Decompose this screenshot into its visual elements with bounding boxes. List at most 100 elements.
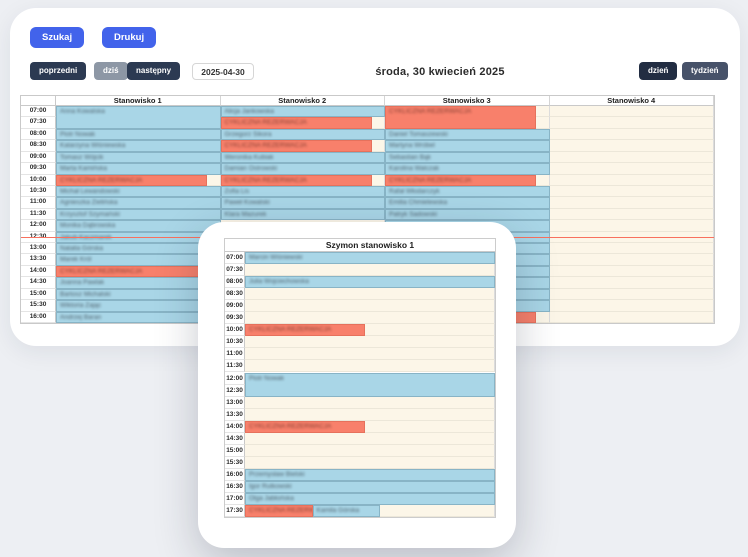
time-slot[interactable] [549, 231, 714, 244]
booking-event[interactable]: Marek Król [56, 254, 221, 266]
booking-event[interactable]: Paweł Kowalski [220, 197, 385, 209]
time-label: 13:00 [225, 396, 245, 409]
booking-event[interactable]: Joanna Pawlak [56, 277, 221, 289]
booking-event[interactable]: Emilia Chmielewska [385, 197, 550, 209]
time-label: 08:30 [225, 288, 245, 301]
time-label: 08:00 [225, 276, 245, 289]
booking-event[interactable]: Andrzej Baran [56, 311, 221, 323]
booking-event[interactable]: Patryk Sadowski [385, 208, 550, 221]
booking-event[interactable]: Rafał Włodarczyk [385, 185, 550, 198]
time-slot[interactable] [245, 300, 495, 313]
booking-event[interactable]: Klara Mazurek [220, 208, 385, 221]
time-slot[interactable] [549, 106, 714, 118]
time-slot[interactable] [549, 140, 714, 152]
week-view-button[interactable]: tydzień [682, 62, 728, 80]
time-label: 13:30 [21, 254, 56, 266]
search-button[interactable]: Szukaj [30, 27, 85, 48]
time-slot[interactable] [245, 444, 495, 457]
booking-event[interactable]: Przemysław Bielski [245, 468, 495, 481]
booking-event[interactable]: Katarzyna Wiśniewska [56, 140, 221, 152]
grid-corner-cell [225, 239, 245, 252]
time-slot[interactable] [549, 208, 714, 221]
booking-event[interactable]: Kamila Górska [312, 505, 380, 518]
recurring-reservation-event[interactable]: CYKLICZNA REZERWACJA [385, 106, 537, 129]
event-label: Igor Rutkowski [249, 482, 292, 490]
booking-event[interactable]: Anna Kowalska [56, 106, 221, 129]
booking-event[interactable]: Olga Jabłońska [245, 493, 495, 506]
column-header: Stanowisko 2 [220, 96, 385, 106]
time-slot[interactable] [549, 117, 714, 129]
time-slot[interactable] [245, 432, 495, 445]
time-slot[interactable] [549, 185, 714, 198]
previous-day-button[interactable]: poprzedni [30, 62, 87, 80]
time-label: 10:30 [225, 336, 245, 349]
booking-event[interactable]: Zofia Lis [220, 185, 385, 198]
day-view-button[interactable]: dzień [639, 62, 678, 80]
time-slot[interactable] [245, 336, 495, 349]
time-slot[interactable] [549, 197, 714, 209]
booking-event[interactable]: Martyna Wróbel [385, 140, 550, 152]
recurring-reservation-event[interactable]: CYKLICZNA REZERWACJA [56, 174, 208, 186]
booking-event[interactable]: Piotr Nowak [56, 128, 221, 141]
booking-event[interactable]: Marta Kamińska [56, 163, 221, 175]
time-slot[interactable] [245, 456, 495, 469]
recurring-reservation-event[interactable]: CYKLICZNA REZERWACJA [220, 117, 372, 129]
booking-event[interactable]: Weronika Kubiak [220, 151, 385, 164]
time-label: 11:30 [21, 208, 56, 221]
time-slot[interactable] [245, 360, 495, 373]
time-slot[interactable] [549, 243, 714, 255]
time-label: 08:30 [21, 140, 56, 152]
time-slot[interactable] [549, 151, 714, 164]
booking-event[interactable]: Julia Wojciechowska [245, 276, 495, 289]
booking-event[interactable]: Piotr Nowak [245, 372, 495, 397]
booking-event[interactable]: Wiktoria Zając [56, 300, 221, 312]
event-label: Sebastian Bąk [389, 153, 431, 161]
time-slot[interactable] [549, 220, 714, 232]
booking-event[interactable]: Bartosz Michalski [56, 288, 221, 301]
time-slot[interactable] [245, 312, 495, 325]
booking-event[interactable]: Karolina Walczak [385, 163, 550, 175]
recurring-reservation-event[interactable]: CYKLICZNA REZERWACJA [220, 140, 372, 152]
recurring-reservation-event[interactable]: CYKLICZNA REZERWACJA [245, 324, 365, 337]
booking-event[interactable]: Damian Ostrowski [220, 163, 385, 175]
date-input[interactable] [192, 63, 254, 80]
next-day-button[interactable]: następny [127, 62, 181, 80]
booking-event[interactable]: Agnieszka Zielińska [56, 197, 221, 209]
recurring-reservation-event[interactable]: CYKLICZNA REZERWACJA [56, 265, 208, 278]
time-slot[interactable] [549, 277, 714, 289]
time-slot[interactable] [245, 408, 495, 421]
booking-event[interactable]: Sebastian Bąk [385, 151, 550, 164]
time-slot[interactable] [245, 396, 495, 409]
recurring-reservation-event[interactable]: CYKLICZNA REZERWACJA [385, 174, 537, 186]
event-label: Karolina Walczak [389, 165, 439, 173]
time-slot[interactable] [245, 264, 495, 277]
booking-event[interactable]: Tomasz Wójcik [56, 151, 221, 164]
print-button[interactable]: Drukuj [102, 27, 157, 48]
booking-event[interactable]: Michał Lewandowski [56, 185, 221, 198]
booking-event[interactable]: Natalia Górska [56, 243, 221, 255]
event-label: Emilia Chmielewska [389, 199, 448, 207]
time-slot[interactable] [549, 265, 714, 278]
time-slot[interactable] [245, 288, 495, 301]
booking-event[interactable]: Grzegorz Sikora [220, 128, 385, 141]
time-slot[interactable] [549, 254, 714, 266]
time-label: 13:30 [225, 408, 245, 421]
time-slot[interactable] [549, 311, 714, 323]
time-slot[interactable] [549, 128, 714, 141]
booking-event[interactable]: Marcin Wiśniewski [245, 252, 495, 265]
time-slot[interactable] [549, 300, 714, 312]
time-slot[interactable] [549, 174, 714, 186]
time-label: 17:30 [225, 505, 245, 518]
booking-event[interactable]: Krzysztof Szymański [56, 208, 221, 221]
booking-event[interactable]: Daniel Tomaszewski [385, 128, 550, 141]
recurring-reservation-event[interactable]: CYKLICZNA REZERWACJA [220, 174, 372, 186]
recurring-reservation-event[interactable]: CYKLICZNA REZERWACJA [245, 505, 313, 518]
recurring-reservation-event[interactable]: CYKLICZNA REZERWACJA [245, 420, 365, 433]
booking-event[interactable]: Igor Rutkowski [245, 480, 495, 493]
time-slot[interactable] [549, 288, 714, 301]
booking-event[interactable]: Monika Dąbrowska [56, 220, 221, 232]
booking-event[interactable]: Alicja Jankowska [220, 106, 385, 118]
today-button[interactable]: dziś [94, 62, 128, 80]
time-slot[interactable] [245, 348, 495, 361]
time-slot[interactable] [549, 163, 714, 175]
